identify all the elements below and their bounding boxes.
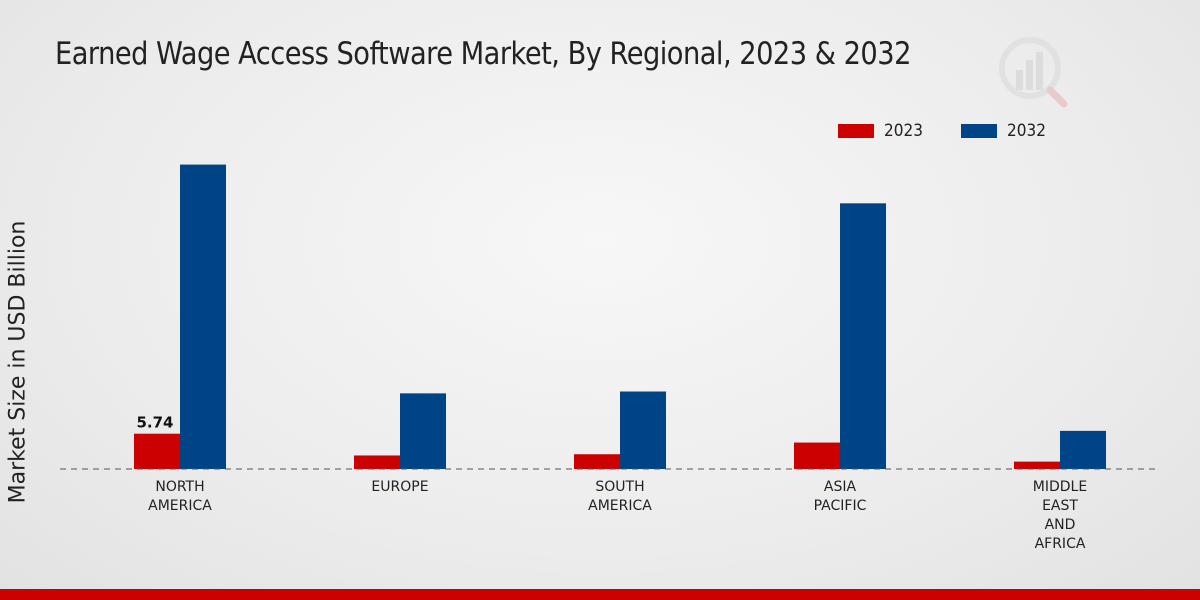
x-tick-label-north-america: NORTH AMERICA <box>148 479 212 514</box>
chart-title: Earned Wage Access Software Market, By R… <box>55 36 911 72</box>
x-tick-label-south-america: SOUTH AMERICA <box>588 479 652 514</box>
legend-swatch-2023 <box>838 124 874 138</box>
legend-item-2023: 2023 <box>838 121 927 141</box>
footer-accent-bar <box>0 589 1200 600</box>
x-tick-label-asia-pacific: ASIA PACIFIC <box>814 479 867 514</box>
bar-2023-asia-pacific <box>794 442 840 469</box>
brand-watermark-icon <box>999 37 1068 108</box>
bar-2023-europe <box>354 455 400 469</box>
bar-2032-middle-east-and-africa <box>1060 430 1106 469</box>
legend-item-2032: 2032 <box>961 121 1050 141</box>
data-label-2023-0: 5.74 <box>136 414 173 432</box>
bar-2023-south-america <box>574 454 620 469</box>
legend-label-2023: 2023 <box>884 121 923 141</box>
x-tick-label-europe: EUROPE <box>371 479 428 495</box>
bar-2023-middle-east-and-africa <box>1014 461 1060 469</box>
x-tick-label-middle-east-and-africa: MIDDLE EAST AND AFRICA <box>1033 479 1087 552</box>
bar-2032-europe <box>400 393 446 469</box>
bar-2032-north-america <box>180 164 226 469</box>
legend-swatch-2032 <box>961 124 998 138</box>
chart-legend: 2023 2032 <box>838 121 1085 141</box>
bar-2032-asia-pacific <box>840 203 886 469</box>
bar-2023-north-america <box>134 433 180 469</box>
bar-2032-south-america <box>620 391 666 469</box>
legend-label-2032: 2032 <box>1007 121 1047 141</box>
